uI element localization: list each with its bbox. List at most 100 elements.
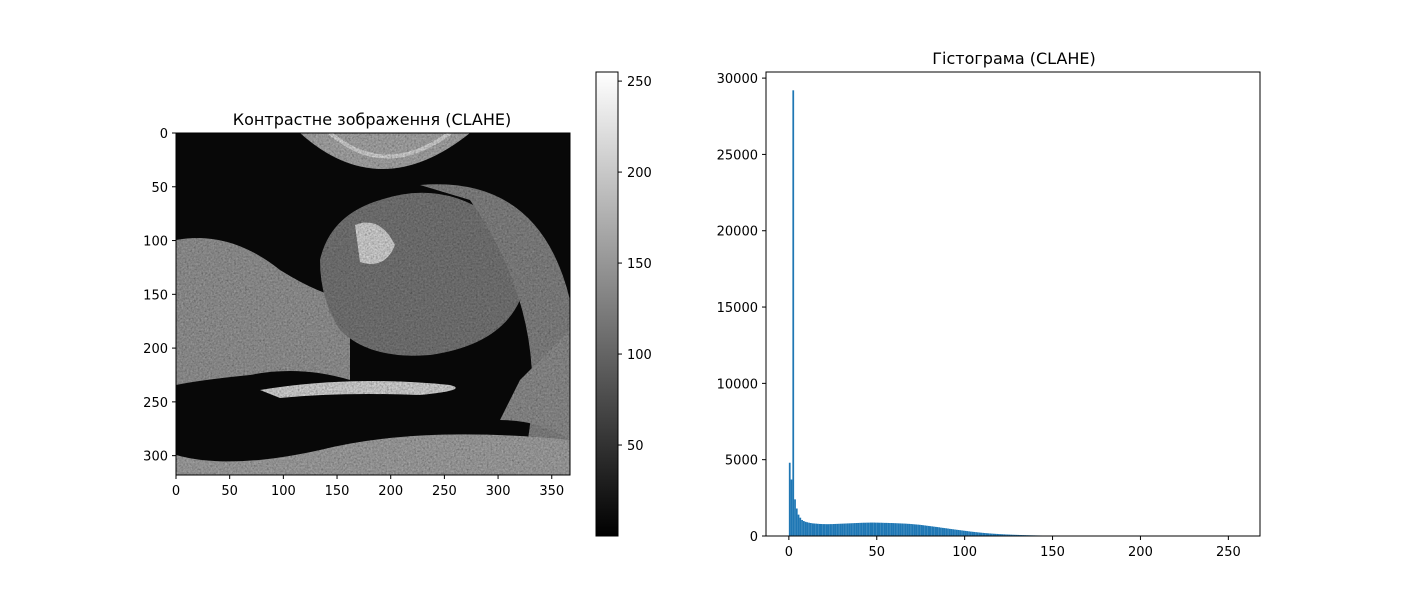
colorbar: 50 100 150 200 250 (595, 71, 652, 537)
histogram-bar (808, 522, 810, 536)
histogram-bar (899, 523, 902, 536)
image-y-tick-label: 200 (143, 342, 168, 357)
histogram-bar (947, 528, 949, 536)
histogram-bar (994, 533, 997, 536)
histogram-frame (765, 71, 1261, 537)
histogram-bar (1019, 534, 1021, 536)
histogram-x-axis: 0 50 100 150 200 250 (785, 536, 1241, 560)
histogram-bar (897, 523, 900, 536)
histogram-bar (991, 533, 993, 536)
histogram-bar (869, 522, 872, 536)
histogram-bar (838, 523, 840, 536)
histogram-x-tick-label: 150 (1040, 545, 1065, 560)
histogram-y-tick-label: 5000 (725, 454, 758, 469)
histogram-bar (918, 524, 921, 536)
histogram-title: Гістограма (CLAHE) (932, 49, 1095, 68)
image-frame (175, 132, 571, 476)
histogram-bar (925, 525, 928, 536)
ultrasound-image (176, 133, 570, 475)
histogram-bar (931, 526, 934, 536)
histogram-bar (992, 533, 995, 536)
histogram-y-tick-label: 25000 (717, 148, 758, 163)
histogram-panel: Гістограма (CLAHE) 0 50 100 150 200 250 0 5000… (717, 49, 1261, 560)
histogram-y-axis: 0 5000 10000 15000 20000 25000 30000 (717, 72, 766, 545)
histogram-bar (871, 522, 874, 536)
histogram-bar (818, 523, 821, 536)
histogram-y-tick-label: 10000 (717, 377, 758, 392)
histogram-bar (882, 522, 884, 536)
histogram-bar (1013, 534, 1016, 536)
histogram-bar (962, 530, 965, 536)
image-panel: Контрастне зображення (CLAHE) 0 50 100 150 2… (143, 110, 571, 499)
image-title: Контрастне зображення (CLAHE) (233, 110, 511, 129)
histogram-bar (1008, 534, 1011, 536)
histogram-bar (853, 523, 856, 536)
histogram-x-tick-label: 0 (785, 545, 793, 560)
colorbar-gradient (596, 72, 618, 536)
histogram-bar (841, 523, 844, 536)
image-x-tick-label: 0 (172, 484, 180, 499)
histogram-bar (824, 524, 826, 536)
histogram-bar (815, 523, 817, 536)
colorbar-tick-label: 250 (627, 75, 652, 90)
histogram-y-tick-label: 0 (750, 530, 758, 545)
histogram-bar (802, 521, 805, 536)
histogram-bar (938, 527, 941, 536)
histogram-bar (952, 529, 955, 536)
histogram-bar (1010, 534, 1013, 536)
histogram-x-tick-label: 200 (1128, 545, 1153, 560)
histogram-bars (788, 90, 1239, 536)
histogram-bar (850, 523, 853, 536)
histogram-bar (1001, 534, 1004, 536)
histogram-bar (894, 523, 897, 536)
histogram-bar (964, 530, 967, 536)
histogram-bar (794, 499, 796, 536)
histogram-bar (975, 532, 977, 536)
histogram-bar (831, 524, 833, 536)
histogram-bar (887, 522, 890, 536)
histogram-bar (910, 524, 912, 536)
histogram-bar (825, 524, 828, 536)
histogram-bar (973, 531, 976, 536)
histogram-bar (859, 522, 861, 536)
histogram-bar (822, 524, 825, 536)
histogram-bar (1006, 534, 1009, 536)
histogram-bar (834, 523, 837, 536)
histogram-bar (987, 533, 990, 536)
histogram-bar (874, 522, 877, 536)
histogram-bar (978, 532, 981, 536)
histogram-bar (943, 528, 946, 536)
histogram-y-tick-label: 20000 (717, 225, 758, 240)
histogram-bar (940, 527, 942, 536)
histogram-bar (880, 522, 883, 536)
histogram-bar (945, 528, 948, 536)
histogram-bar (832, 524, 835, 536)
histogram-bar (855, 523, 858, 536)
histogram-bar (866, 522, 868, 536)
colorbar-tick-label: 150 (627, 257, 652, 272)
histogram-bar (996, 533, 999, 536)
image-x-axis: 0 50 100 150 200 250 300 350 (172, 475, 564, 499)
histogram-bar (885, 522, 888, 536)
histogram-bar (860, 522, 863, 536)
histogram-bar (922, 525, 925, 536)
histogram-bar (878, 522, 881, 536)
histogram-bar (801, 519, 803, 536)
histogram-bar (890, 523, 893, 536)
image-y-tick-label: 100 (143, 235, 168, 250)
histogram-bar (790, 479, 793, 536)
histogram-bar (968, 531, 970, 536)
histogram-bar (924, 525, 926, 536)
histogram-bar (839, 523, 842, 536)
image-y-tick-label: 50 (151, 181, 168, 196)
histogram-bar (804, 521, 807, 536)
histogram-bar (788, 462, 791, 536)
histogram-bar (959, 530, 962, 536)
histogram-bar (876, 522, 879, 536)
image-x-tick-label: 200 (378, 484, 403, 499)
histogram-bar (845, 523, 847, 536)
histogram-bar (920, 525, 923, 536)
histogram-bar (933, 526, 935, 536)
histogram-bar (999, 534, 1002, 536)
